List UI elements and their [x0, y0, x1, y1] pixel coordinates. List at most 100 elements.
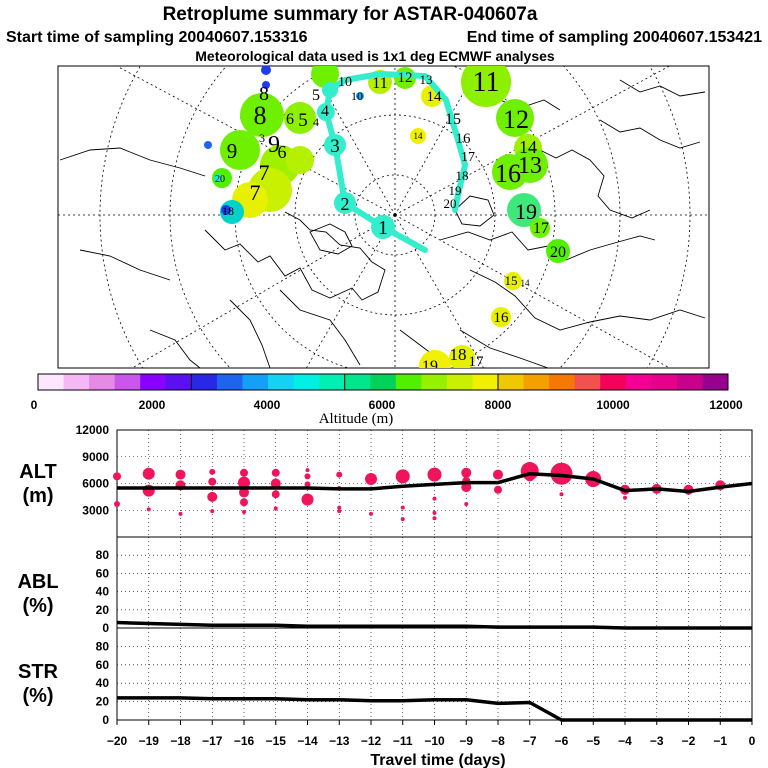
altitude-bubble: [142, 467, 155, 480]
altitude-bubble: [304, 481, 311, 488]
colorbar-swatch: [114, 374, 141, 390]
colorbar-swatch: [574, 374, 601, 390]
cluster-label: 2: [341, 194, 350, 214]
altitude-bubble: [208, 477, 217, 486]
altitude-bubble: [461, 482, 472, 493]
map-bubble: [449, 345, 475, 368]
colorbar-swatch: [498, 374, 525, 390]
x-tick-label: −12: [361, 734, 382, 748]
map-panel: 1 2 3 4 5 6 7 8 9 10 11 12 13 14 15 16 1…: [57, 65, 710, 369]
altitude-bubble: [301, 493, 314, 506]
colorbar-swatch: [242, 374, 269, 390]
y-tick-label: 3000: [82, 503, 109, 517]
map-bubble: [546, 239, 570, 263]
altitude-bubble: [305, 468, 310, 473]
colorbar-swatch: [268, 374, 295, 390]
altitude-bubble: [427, 467, 442, 482]
altitude-colorbar: 0 2000 4000 6000 8000 10000 12000 Altitu…: [31, 373, 743, 427]
colorbar-tick-label: 0: [31, 398, 38, 412]
x-tick-label: −7: [523, 734, 537, 748]
map-bubble: [491, 307, 511, 327]
colorbar-swatch: [140, 374, 167, 390]
y-tick-label: 80: [96, 548, 110, 562]
colorbar-tick-label: 2000: [139, 398, 166, 412]
map-bubble: [220, 130, 260, 170]
altitude-bubble: [240, 498, 248, 507]
colorbar-title: Altitude (m): [319, 411, 394, 427]
cluster-label: 11: [372, 75, 387, 92]
x-tick-label: −14: [297, 734, 318, 748]
cluster-label: 20: [550, 244, 566, 261]
cluster-label: 20: [215, 174, 225, 185]
map-bubble: [221, 205, 231, 215]
altitude-bubble: [175, 469, 186, 480]
map-bubble: [286, 146, 314, 174]
map-bubble: [410, 128, 426, 144]
cluster-label: 17: [461, 150, 475, 165]
colorbar-tick-label: 6000: [369, 398, 396, 412]
panel-unit: (m): [22, 485, 53, 507]
cluster-label: 4: [313, 115, 319, 129]
altitude-bubble: [113, 472, 121, 481]
colorbar-swatch: [191, 374, 218, 390]
cluster-label: 3: [330, 136, 340, 157]
cluster-label: 15: [445, 111, 461, 128]
colorbar-swatch: [702, 374, 729, 390]
altitude-bubble: [210, 509, 215, 514]
cluster-label: 7: [250, 180, 261, 205]
x-axis: −20 −19 −18 −17 −16 −15 −14 −13 −12 −11 −10 −9 −8 −7−…: [107, 720, 756, 748]
track-node: [317, 103, 335, 121]
colorbar-frame: [37, 373, 729, 391]
map-bubble: [504, 272, 522, 290]
cluster-label: 19: [449, 183, 462, 198]
altitude-bubble: [432, 516, 437, 521]
y-tick-label: 0: [102, 713, 109, 727]
y-tick-label: 6000: [82, 477, 109, 491]
y-tick-label: 12000: [76, 423, 110, 437]
altitude-bubble: [432, 510, 437, 515]
colorbar-swatch: [549, 374, 576, 390]
cluster-label: 18: [450, 345, 467, 364]
map-bubble: [496, 99, 534, 137]
x-tick-label: −13: [329, 734, 350, 748]
x-tick-label: −8: [491, 734, 505, 748]
altitude-bubble: [550, 462, 573, 485]
colorbar-swatch: [625, 374, 652, 390]
map-bubble: [356, 92, 364, 100]
map-bubble: [530, 218, 550, 238]
y-tick-label: 60: [96, 658, 110, 672]
altitude-bubble: [559, 492, 564, 497]
altitude-bubble: [304, 473, 311, 480]
panel-label: ABL: [17, 571, 58, 593]
colorbar-swatch: [293, 374, 320, 390]
colorbar-tick-label: 12000: [709, 398, 743, 412]
map-bubble: [240, 93, 284, 137]
altitude-bubble: [400, 517, 405, 522]
cluster-label: 11: [473, 67, 500, 98]
altitude-bubble: [114, 501, 120, 508]
map-bubble: [204, 141, 212, 149]
y-tick-label: 20: [96, 603, 110, 617]
colorbar-swatch: [421, 374, 448, 390]
x-tick-label: −4: [618, 734, 632, 748]
map-bubble: [492, 154, 528, 190]
cluster-label: 12: [503, 105, 529, 134]
altitude-bubble: [271, 490, 280, 499]
y-tick-label: 9000: [82, 450, 109, 464]
x-tick-label: −17: [202, 734, 223, 748]
altitude-bubble: [395, 469, 410, 484]
cluster-label: 20: [444, 196, 457, 211]
y-tick-label: 40: [96, 585, 110, 599]
map-bubble: [214, 174, 222, 182]
x-tick-label: −15: [266, 734, 287, 748]
x-tick-label: −9: [459, 734, 473, 748]
altitude-bubble: [337, 509, 342, 514]
colorbar-swatch: [216, 374, 243, 390]
cluster-label: 15: [505, 273, 518, 288]
cluster-label: 5: [312, 87, 320, 104]
panel-unit: (%): [22, 595, 53, 617]
x-tick-label: −20: [107, 734, 128, 748]
altitude-bubble: [337, 505, 342, 510]
altitude-bubble: [209, 468, 216, 475]
